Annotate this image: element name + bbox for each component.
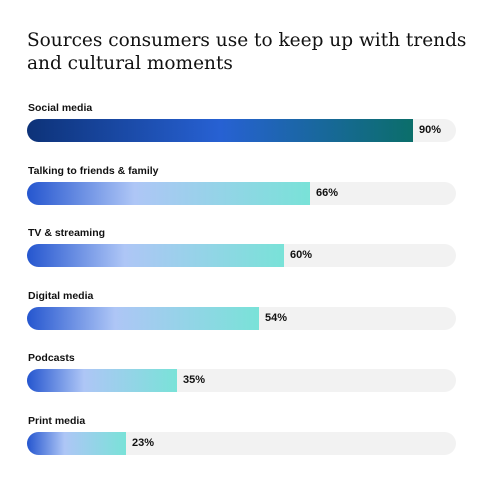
category-label: Social media	[28, 102, 93, 114]
bar	[27, 244, 284, 267]
value-label: 66%	[316, 186, 339, 199]
bar-track	[27, 119, 456, 142]
value-label: 54%	[265, 311, 288, 324]
category-label: Print media	[28, 414, 86, 427]
value-label: 23%	[132, 436, 155, 449]
value-label: 60%	[290, 249, 313, 261]
category-label: Digital media	[28, 289, 94, 302]
chart-title: Sources consumers use to keep up with tr…	[27, 30, 467, 74]
bar-row: Print media 23%	[27, 415, 456, 457]
bar-track	[27, 369, 456, 392]
bar-track	[27, 306, 456, 330]
bar-track	[27, 181, 456, 205]
bar	[27, 119, 413, 142]
bar-track	[27, 431, 456, 455]
value-label: 35%	[183, 374, 206, 386]
bar-row: TV & streaming 60%	[27, 227, 456, 269]
bar	[27, 181, 310, 205]
bar-row: Social media 90%	[27, 102, 456, 144]
bar-track	[27, 244, 456, 267]
value-label: 90%	[419, 124, 442, 136]
category-label: Talking to friends & family	[28, 164, 159, 177]
category-label: Podcasts	[28, 352, 75, 364]
bar-row: Talking to friends & family 66%	[27, 165, 456, 207]
bar-row: Digital media 54%	[27, 290, 456, 332]
bar	[27, 431, 126, 455]
bar-row: Podcasts 35%	[27, 352, 456, 394]
bar	[27, 306, 259, 330]
category-label: TV & streaming	[28, 227, 106, 239]
bar	[27, 369, 177, 392]
